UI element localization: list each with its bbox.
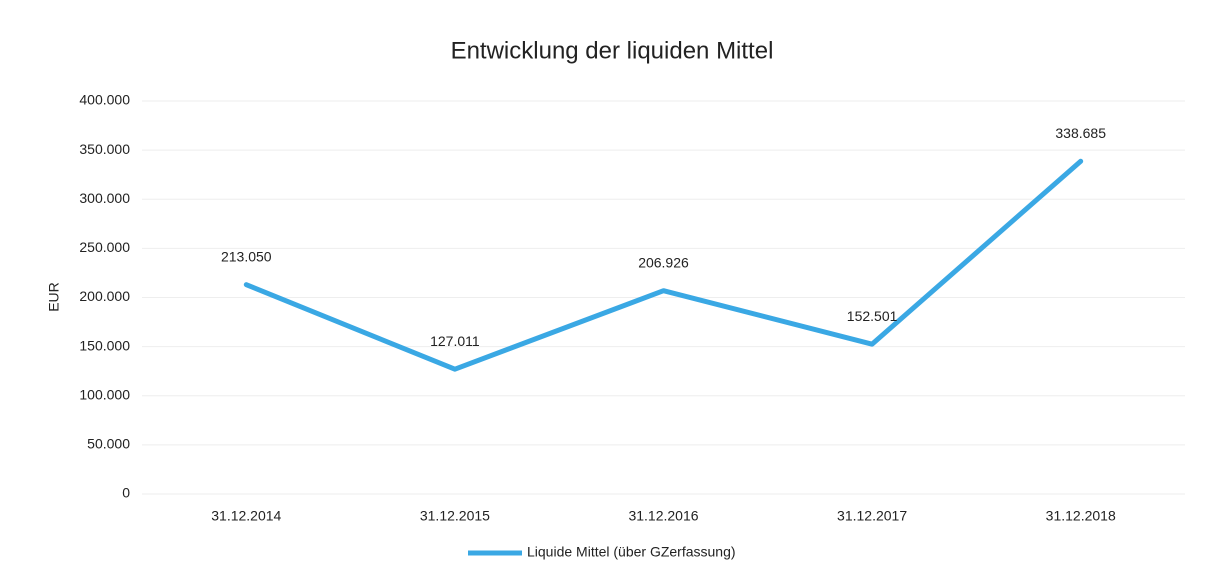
data-label: 206.926 (638, 254, 689, 270)
y-tick-label: 400.000 (79, 92, 130, 108)
data-label: 213.050 (221, 248, 272, 264)
x-tick-label: 31.12.2018 (1046, 508, 1116, 524)
y-tick-label: 50.000 (87, 436, 130, 452)
y-tick-label: 100.000 (79, 386, 130, 402)
legend-label: Liquide Mittel (über GZerfassung) (527, 544, 736, 560)
y-tick-label: 350.000 (79, 141, 130, 157)
chart-title: Entwicklung der liquiden Mittel (451, 37, 774, 64)
data-label: 152.501 (847, 308, 898, 324)
y-axis-label: EUR (46, 282, 62, 312)
data-label: 338.685 (1055, 125, 1106, 141)
y-tick-label: 0 (122, 485, 130, 501)
x-tick-label: 31.12.2014 (211, 508, 281, 524)
y-tick-label: 200.000 (79, 288, 130, 304)
y-tick-label: 300.000 (79, 190, 130, 206)
data-label: 127.011 (430, 333, 480, 349)
x-tick-label: 31.12.2016 (628, 508, 698, 524)
y-tick-label: 150.000 (79, 337, 130, 353)
y-tick-label: 250.000 (79, 239, 130, 255)
x-tick-label: 31.12.2015 (420, 508, 490, 524)
line-series (243, 158, 1084, 372)
x-tick-label: 31.12.2017 (837, 508, 907, 524)
